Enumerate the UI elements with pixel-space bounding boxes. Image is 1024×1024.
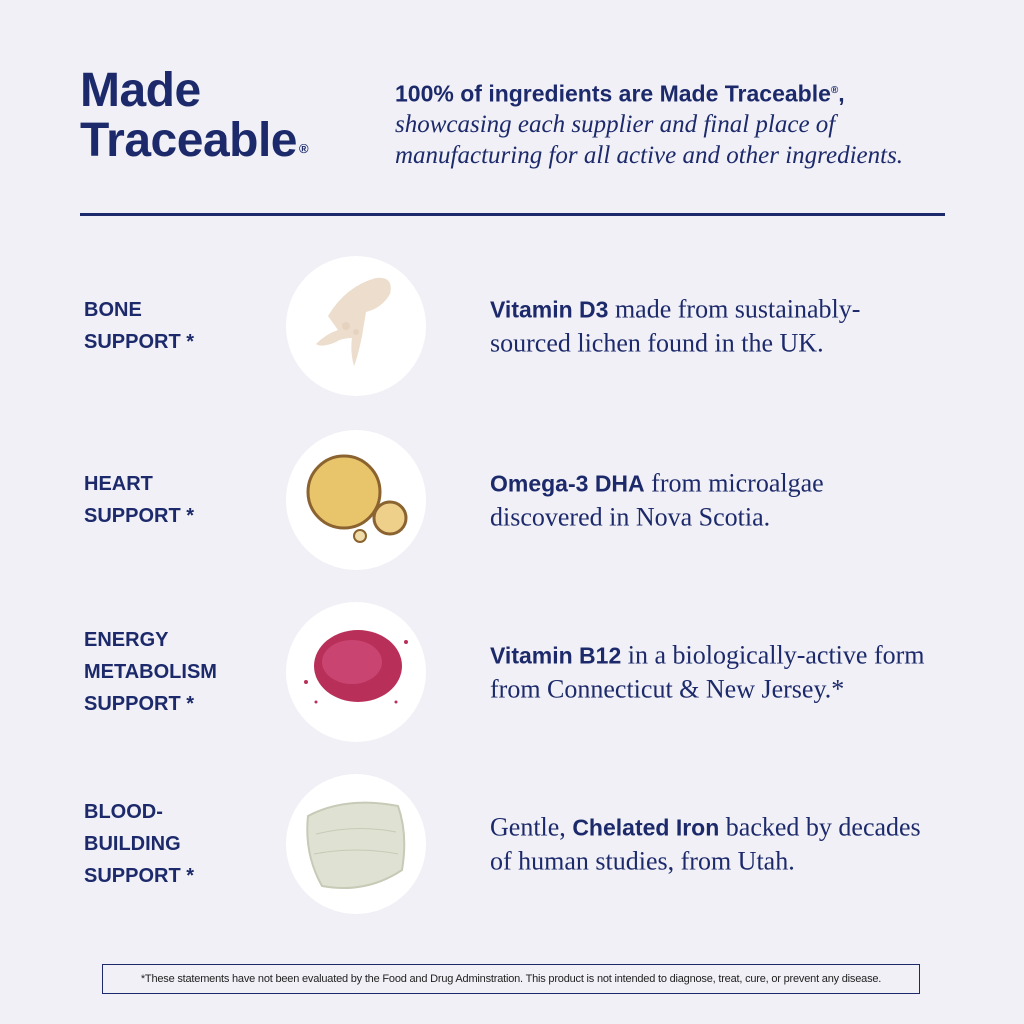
label-line: ENERGY [84, 629, 169, 651]
ingredient-name: Chelated Iron [572, 814, 720, 841]
label-line: SUPPORT * [84, 693, 195, 715]
label-line: BLOOD- [84, 801, 163, 823]
liquid-drops-illustration [286, 256, 426, 396]
label-line: SUPPORT * [84, 331, 195, 353]
oil-droplets-illustration [286, 430, 426, 570]
benefit-label: HEART SUPPORT * [84, 468, 194, 532]
ingredient-description: Vitamin D3 made from sustainably-sourced… [490, 293, 940, 360]
ingredient-description: Gentle, Chelated Iron backed by decades … [490, 811, 940, 878]
ingredient-row-energy: ENERGY METABOLISM SUPPORT * Vitamin B12 … [0, 602, 1024, 742]
label-line: HEART [84, 473, 153, 495]
ingredient-row-blood: BLOOD- BUILDING SUPPORT * Gentle, Chelat… [0, 774, 1024, 914]
desc-post: in a biologically-active form from Conne… [490, 640, 925, 704]
ingredient-description: Omega-3 DHA from microalgae discovered i… [490, 467, 940, 534]
benefit-label: BLOOD- BUILDING SUPPORT * [84, 796, 194, 892]
registered-mark: ® [830, 85, 839, 96]
ingredient-name: Omega-3 DHA [490, 470, 645, 497]
ingredient-row-bone: BONE SUPPORT * Vitamin D3 made from sust… [0, 256, 1024, 396]
ingredient-name: Vitamin B12 [490, 642, 622, 669]
ingredient-description: Vitamin B12 in a biologically-active for… [490, 639, 940, 706]
benefit-label: BONE SUPPORT * [84, 294, 194, 358]
lead-comma: , [838, 80, 845, 107]
intro-lead: 100% of ingredients are Made Traceable [395, 80, 831, 107]
desc-post: made from sustainably-sourced lichen fou… [490, 294, 861, 358]
fda-disclaimer: *These statements have not been evaluate… [102, 964, 920, 994]
desc-pre: Gentle, [490, 812, 573, 842]
registered-mark: ® [298, 141, 309, 156]
ingredient-row-heart: HEART SUPPORT * Omega-3 DHA from microal… [0, 430, 1024, 570]
cream-smear-illustration [286, 774, 426, 914]
divider [80, 213, 945, 216]
desc-post: from microalgae discovered in Nova Scoti… [490, 468, 824, 532]
title-line-2: Traceable [80, 114, 297, 167]
benefit-label: ENERGY METABOLISM SUPPORT * [84, 624, 217, 720]
intro-text: 100% of ingredients are Made Traceable®,… [395, 76, 975, 171]
label-line: SUPPORT * [84, 865, 195, 887]
desc-post: backed by decades of human studies, from… [490, 812, 921, 876]
intro-rest: showcasing each supplier and final place… [395, 110, 904, 169]
label-line: SUPPORT * [84, 505, 195, 527]
title-line-1: Made [80, 64, 201, 117]
red-powder-illustration [286, 602, 426, 742]
label-line: BUILDING [84, 833, 181, 855]
page-title: Made Traceable ® [80, 64, 309, 167]
label-line: BONE [84, 299, 142, 321]
ingredient-name: Vitamin D3 [490, 296, 609, 323]
label-line: METABOLISM [84, 661, 217, 683]
